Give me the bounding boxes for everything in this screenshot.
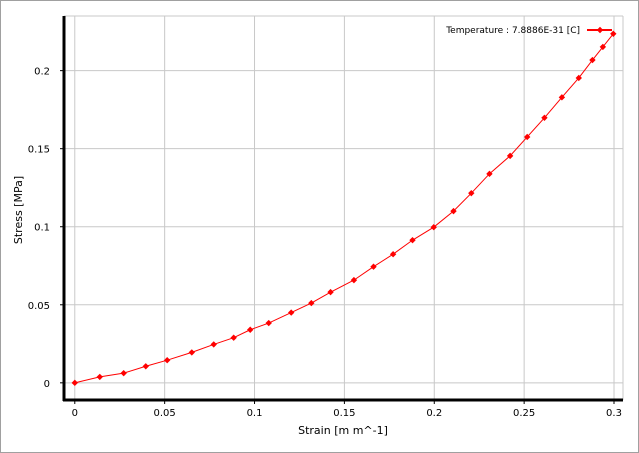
- legend-label: Temperature : 7.8886E-31 [C]: [445, 26, 580, 36]
- y-tick-label: 0.1: [34, 223, 50, 234]
- y-ticks: 0 0.05 0.1 0.15 0.2: [28, 67, 64, 390]
- data-point: [468, 189, 475, 197]
- data-point: [210, 341, 217, 348]
- data-point: [230, 334, 237, 341]
- data-point: [120, 369, 127, 377]
- x-tick-label: 0.05: [154, 408, 176, 419]
- y-tick-label: 0: [44, 379, 50, 390]
- data-point: [541, 114, 548, 121]
- data-point: [599, 43, 607, 51]
- x-axis-label: Strain [m m^-1]: [298, 424, 388, 437]
- series: [71, 30, 617, 387]
- y-tick-label: 0.2: [34, 67, 50, 78]
- data-point: [506, 152, 514, 160]
- x-tick-label: 0.15: [333, 408, 355, 419]
- data-point: [589, 56, 596, 64]
- data-point: [96, 373, 103, 381]
- data-point: [430, 224, 437, 231]
- data-point: [610, 30, 617, 37]
- data-point: [247, 326, 254, 333]
- y-tick-label: 0.15: [28, 145, 50, 156]
- x-tick-label: 0.1: [247, 408, 263, 419]
- x-ticks: 0 0.05 0.1 0.15 0.2 0.25 0.3: [72, 400, 622, 419]
- data-point: [389, 251, 397, 258]
- data-point: [265, 319, 272, 327]
- x-tick-label: 0.2: [426, 408, 442, 419]
- legend-marker: [596, 26, 604, 34]
- data-point: [327, 288, 334, 296]
- data-point: [523, 133, 531, 141]
- data-point: [486, 170, 493, 178]
- data-point: [71, 379, 78, 387]
- data-point: [287, 309, 295, 316]
- x-tick-label: 0: [72, 408, 78, 419]
- data-point: [409, 236, 416, 244]
- data-point: [350, 276, 358, 284]
- x-tick-label: 0.25: [513, 408, 535, 419]
- data-point: [370, 263, 377, 270]
- data-point: [308, 299, 315, 307]
- y-axis-label: Stress [MPa]: [12, 176, 25, 244]
- x-tick-label: 0.3: [606, 408, 622, 419]
- data-point: [450, 207, 457, 215]
- data-point: [188, 349, 195, 356]
- axes: [62, 16, 623, 402]
- y-tick-label: 0.05: [28, 301, 50, 312]
- grid: [64, 15, 624, 400]
- data-point: [558, 94, 566, 101]
- data-point: [142, 363, 149, 370]
- data-point: [163, 356, 171, 364]
- legend: Temperature : 7.8886E-31 [C]: [445, 26, 612, 36]
- data-point: [575, 74, 582, 82]
